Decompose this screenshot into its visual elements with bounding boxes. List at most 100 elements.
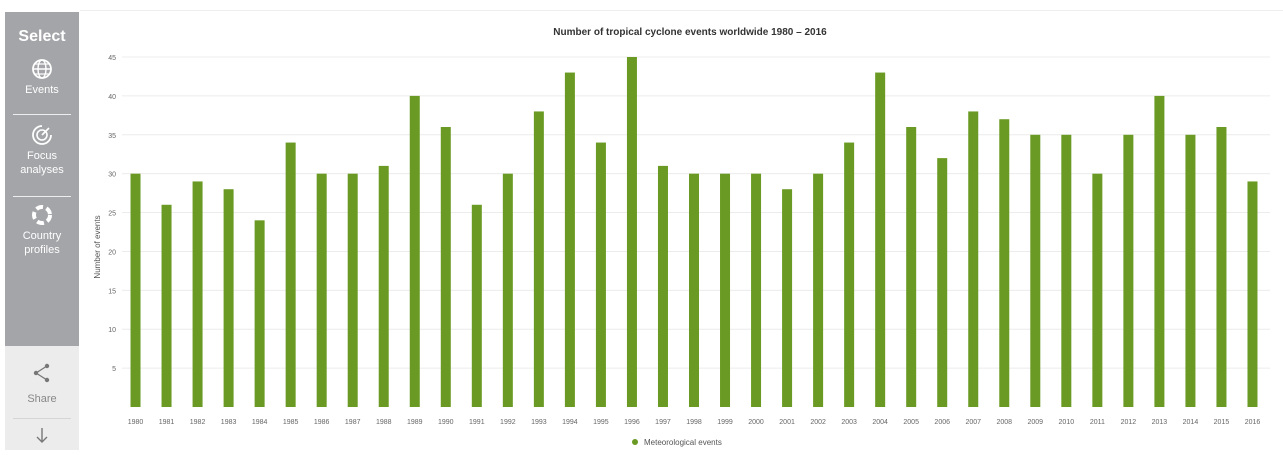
bar-1990[interactable] — [440, 127, 451, 407]
share-icon — [33, 363, 50, 383]
x-tick-label: 1988 — [376, 419, 392, 426]
x-tick-label: 2001 — [779, 419, 795, 426]
bar-1982[interactable] — [192, 181, 203, 407]
x-tick-label: 2009 — [1028, 419, 1044, 426]
nav-divider — [13, 196, 71, 197]
x-tick-label: 2011 — [1090, 419, 1105, 426]
nav-item-events[interactable]: Events — [5, 58, 79, 97]
globe-icon — [32, 59, 52, 79]
bar-2011[interactable] — [1092, 173, 1103, 407]
x-tick-label: 1982 — [190, 419, 206, 426]
x-tick-label: 2005 — [903, 419, 919, 426]
x-tick-label: 2006 — [934, 419, 950, 426]
x-tick-label: 1984 — [252, 419, 268, 426]
bar-1997[interactable] — [657, 165, 668, 407]
top-divider — [80, 10, 1283, 11]
y-tick-label: 45 — [108, 55, 116, 62]
y-tick-label: 5 — [112, 366, 116, 373]
bar-2004[interactable] — [875, 72, 886, 408]
sidebar-actions-panel: Share — [5, 346, 79, 450]
bar-2006[interactable] — [937, 158, 948, 407]
bar-2002[interactable] — [813, 173, 824, 407]
y-axis-label: Number of events — [93, 215, 102, 278]
x-tick-label: 2016 — [1245, 419, 1261, 426]
select-label: Select — [18, 28, 66, 45]
bar-1996[interactable] — [626, 57, 637, 407]
x-tick-label: 2000 — [748, 419, 764, 426]
x-tick-label: 1993 — [531, 419, 547, 426]
y-tick-label: 35 — [108, 133, 116, 140]
actions-divider — [13, 418, 71, 419]
bar-2014[interactable] — [1185, 134, 1196, 407]
bar-1985[interactable] — [285, 142, 296, 408]
bar-2003[interactable] — [844, 142, 855, 408]
bar-1991[interactable] — [471, 204, 482, 407]
bar-1994[interactable] — [564, 72, 575, 408]
bar-2007[interactable] — [968, 111, 979, 407]
bar-1989[interactable] — [409, 95, 420, 407]
nav-item-country-profiles[interactable]: Country profiles — [5, 204, 79, 257]
x-tick-label: 2002 — [810, 419, 826, 426]
chart-title: Number of tropical cyclone events worldw… — [553, 27, 827, 38]
bar-1984[interactable] — [254, 220, 265, 407]
bar-1987[interactable] — [347, 173, 358, 407]
nav-item-events-label: Events — [25, 84, 59, 96]
bar-1983[interactable] — [223, 189, 234, 407]
x-tick-label: 1998 — [686, 419, 702, 426]
x-tick-label: 2003 — [841, 419, 857, 426]
share-button[interactable]: Share — [5, 362, 79, 406]
x-tick-label: 2007 — [965, 419, 981, 426]
x-tick-label: 1983 — [221, 419, 237, 426]
x-tick-label: 2008 — [996, 419, 1012, 426]
nav-item-country-profiles-label: Country profiles — [22, 230, 62, 256]
x-tick-label: 2004 — [872, 419, 888, 426]
x-tick-label: 1990 — [438, 419, 454, 426]
x-tick-label: 1986 — [314, 419, 330, 426]
bar-2013[interactable] — [1154, 95, 1165, 407]
y-tick-label: 10 — [108, 327, 116, 334]
legend-label[interactable]: Meteorological events — [644, 438, 722, 447]
download-icon — [36, 428, 48, 443]
bar-chart: Number of tropical cyclone events worldw… — [93, 27, 1270, 447]
y-tick-label: 40 — [108, 94, 116, 101]
x-tick-label: 1999 — [717, 419, 733, 426]
download-button[interactable] — [5, 426, 79, 448]
bar-2008[interactable] — [999, 119, 1010, 407]
x-tick-label: 1985 — [283, 419, 299, 426]
x-tick-label: 2014 — [1183, 419, 1199, 426]
x-tick-label: 1994 — [562, 419, 578, 426]
bar-1995[interactable] — [595, 142, 606, 408]
bar-1998[interactable] — [689, 173, 699, 407]
bar-1992[interactable] — [502, 173, 513, 407]
x-tick-label: 2015 — [1214, 419, 1230, 426]
bar-2001[interactable] — [782, 189, 793, 407]
bar-1980[interactable] — [130, 173, 141, 407]
x-tick-label: 1980 — [128, 419, 144, 426]
chart-panel: Number of tropical cyclone events worldw… — [80, 12, 1283, 450]
country-icon — [32, 205, 52, 225]
bar-1999[interactable] — [720, 173, 731, 407]
bar-1981[interactable] — [161, 204, 172, 407]
bar-2009[interactable] — [1030, 134, 1041, 407]
bar-2000[interactable] — [751, 173, 762, 407]
x-tick-label: 1997 — [655, 419, 671, 426]
bar-1986[interactable] — [316, 173, 327, 407]
sidebar: Select Events Focus analyses — [5, 12, 79, 450]
bar-1988[interactable] — [378, 165, 389, 407]
x-tick-label: 1991 — [469, 419, 485, 426]
bar-2016[interactable] — [1247, 181, 1258, 407]
bar-2015[interactable] — [1216, 127, 1227, 407]
sidebar-select-panel: Select Events Focus analyses — [5, 12, 79, 346]
bar-1993[interactable] — [533, 111, 544, 407]
legend-marker — [632, 439, 638, 445]
x-tick-label: 1995 — [593, 419, 609, 426]
nav-item-focus-analyses-label: Focus analyses — [20, 150, 64, 176]
focus-icon — [32, 124, 53, 145]
x-tick-label: 1996 — [624, 419, 640, 426]
bar-2012[interactable] — [1123, 134, 1134, 407]
y-tick-label: 30 — [108, 172, 116, 179]
y-tick-label: 15 — [108, 288, 116, 295]
bar-2005[interactable] — [906, 127, 917, 407]
bar-2010[interactable] — [1061, 134, 1072, 407]
nav-item-focus-analyses[interactable]: Focus analyses — [5, 124, 79, 177]
